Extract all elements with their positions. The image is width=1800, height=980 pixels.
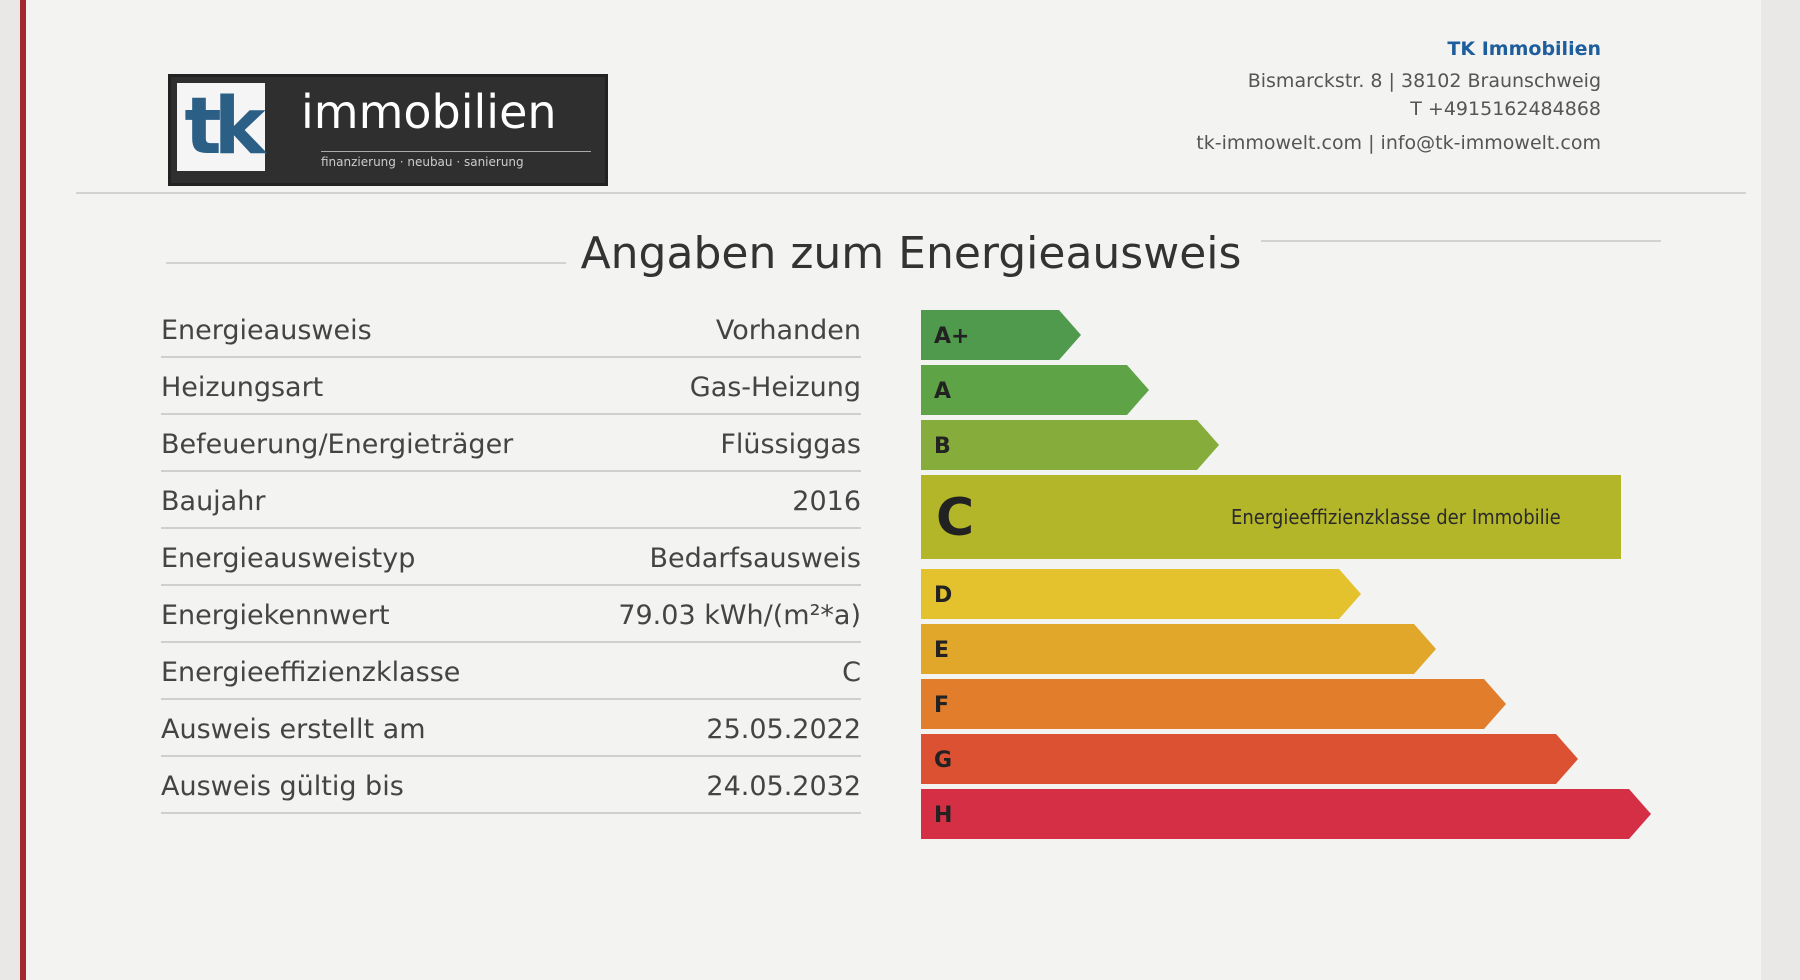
row-label: Baujahr [161, 486, 266, 517]
class-label: E [934, 638, 949, 663]
class-bar [921, 679, 1506, 729]
row-value: Vorhanden [715, 315, 861, 346]
table-row: Ausweis gültig bis 24.05.2032 [161, 756, 861, 814]
class-label: H [934, 803, 952, 828]
title-rule [166, 262, 566, 264]
title-rule [1261, 240, 1661, 242]
table-row: Befeuerung/Energieträger Flüssiggas [161, 414, 861, 472]
logo-tagline: finanzierung · neubau · sanierung [321, 151, 591, 169]
logo-mark: tk [177, 83, 266, 171]
class-label: A [934, 379, 951, 404]
energy-scale: A+ A B C Energieeffizienzklasse der Immobili… [921, 310, 1651, 839]
row-value: 79.03 kWh/(m²*a) [618, 600, 861, 631]
class-bar [921, 365, 1149, 415]
logo: tk immobilien finanzierung · neubau · sa… [168, 74, 608, 186]
row-value: Bedarfsausweis [649, 543, 861, 574]
row-value: Gas-Heizung [689, 372, 861, 403]
class-bar [921, 310, 1081, 360]
logo-text: immobilien [301, 85, 557, 139]
row-value: Flüssiggas [720, 429, 861, 460]
table-row: Ausweis erstellt am 25.05.2022 [161, 699, 861, 757]
row-label: Energieeffizienzklasse [161, 657, 461, 688]
table-row: Baujahr 2016 [161, 471, 861, 529]
row-label: Heizungsart [161, 372, 324, 403]
class-bar [921, 789, 1651, 839]
class-label: G [934, 748, 952, 773]
class-label: B [934, 434, 951, 459]
company: TK Immobilien [1447, 38, 1601, 60]
class-label: C [936, 488, 974, 548]
table-row: Energieeffizienzklasse C [161, 642, 861, 700]
row-label: Ausweis erstellt am [161, 714, 426, 745]
class-bar [921, 569, 1361, 619]
class-bar [921, 734, 1578, 784]
table-row: Energiekennwert 79.03 kWh/(m²*a) [161, 585, 861, 643]
row-value: C [842, 657, 861, 688]
row-value: 25.05.2022 [706, 714, 861, 745]
row-label: Energieausweistyp [161, 543, 416, 574]
table-row: Heizungsart Gas-Heizung [161, 357, 861, 415]
table-row: Energieausweistyp Bedarfsausweis [161, 528, 861, 586]
row-label: Energieausweis [161, 315, 372, 346]
class-bar [921, 420, 1219, 470]
contact: tk-immowelt.com | info@tk-immowelt.com [1196, 132, 1601, 154]
row-label: Energiekennwert [161, 600, 390, 631]
divider [76, 192, 1746, 194]
class-bar-current [921, 475, 1621, 559]
document: tk immobilien finanzierung · neubau · sa… [20, 0, 1761, 980]
row-value: 2016 [792, 486, 861, 517]
title: Angaben zum Energieausweis [580, 228, 1242, 279]
highlight-label: Energieeffizienzklasse der Immobilie [1231, 505, 1561, 529]
class-label: F [934, 693, 949, 718]
class-label: A+ [934, 324, 969, 349]
table-row: Energieausweis Vorhanden [161, 300, 861, 358]
class-label: D [934, 583, 952, 608]
row-value: 24.05.2032 [706, 771, 861, 802]
phone: T +4915162484868 [1410, 98, 1601, 120]
class-bar [921, 624, 1436, 674]
row-label: Befeuerung/Energieträger [161, 429, 514, 460]
row-label: Ausweis gültig bis [161, 771, 404, 802]
address: Bismarckstr. 8 | 38102 Braunschweig [1247, 70, 1601, 92]
